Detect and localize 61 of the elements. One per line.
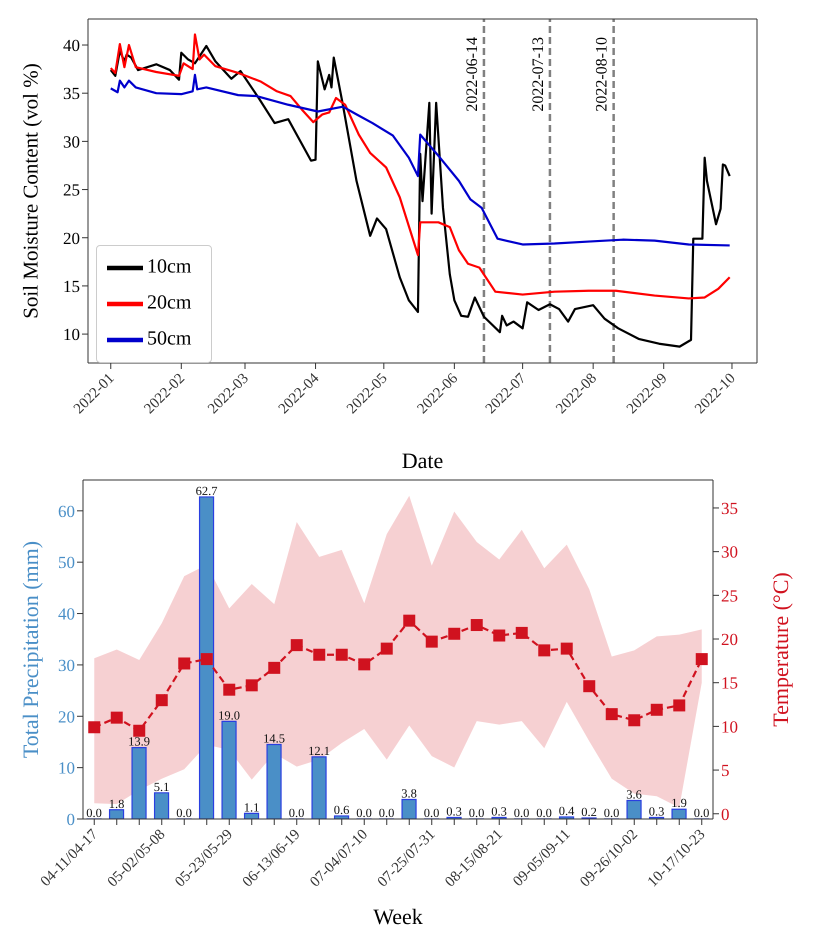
data-label: 19.0 [218,708,240,722]
data-label: 0.6 [334,802,350,817]
data-label: 14.5 [263,732,285,746]
data-label: 62.7 [196,484,218,498]
y-axis-title: Soil Moisture Content (vol %) [18,63,42,319]
y-tick-label: 60 [58,502,75,521]
ref-line-label: 2022-07-13 [530,37,547,112]
y2-tick-label: 5 [721,761,730,780]
data-label: 12.1 [308,744,330,758]
y-tick-label: 25 [63,180,80,200]
data-label: 0.0 [86,806,102,820]
data-label: 0.0 [694,806,710,820]
y2-tick-label: 0 [721,804,730,824]
y-tick-label: 40 [63,36,80,56]
y-tick-label: 20 [63,228,80,248]
y2-axis-title: Temperature (°C) [768,572,793,727]
y-tick-label: 20 [58,707,75,726]
y2-tick-label: 25 [721,586,738,606]
x-axis-title: Week [373,904,423,929]
y-tick-label: 10 [58,758,75,778]
data-label: 0.0 [378,806,394,820]
data-label: 3.8 [401,786,417,800]
y-tick-label: 0 [66,810,75,830]
data-label: 3.6 [626,788,642,802]
y-tick-label: 10 [63,325,80,344]
y-axis-title: Total Precipitation (mm) [18,540,43,758]
data-label: 0.3 [446,804,462,818]
data-label: 0.0 [288,806,304,820]
legend-label: 50cm [147,328,192,350]
data-label: 0.0 [468,806,484,820]
data-label: 0.0 [176,806,192,820]
data-label: 0.0 [604,806,620,820]
data-label: 1.9 [671,796,687,810]
data-label: 0.0 [536,806,552,820]
data-label: 0.0 [514,806,530,820]
y-tick-label: 50 [58,553,75,572]
y-tick-label: 35 [63,84,80,104]
y2-tick-label: 30 [721,542,738,562]
y2-tick-label: 35 [721,498,738,518]
data-label: 13.9 [128,734,150,749]
data-label: 0.4 [558,804,576,818]
y-tick-label: 30 [63,132,80,152]
ref-line-label: 2022-08-10 [594,37,611,112]
data-label: 0.0 [424,806,440,820]
y2-tick-label: 10 [721,717,738,736]
data-label: 0.3 [648,804,664,818]
y2-tick-label: 15 [721,674,738,693]
data-label: 1.1 [244,800,260,814]
x-axis-title: Date [402,448,444,473]
data-label: 0.0 [356,806,372,820]
data-label: 0.3 [491,804,507,818]
data-label: 5.1 [154,780,170,794]
ref-line-label: 2022-06-14 [464,37,481,112]
y-tick-label: 30 [58,656,75,675]
data-label: 1.8 [108,796,124,811]
data-label: 0.2 [581,804,597,819]
legend-label: 10cm [147,256,192,278]
y2-tick-label: 20 [721,630,738,650]
legend-label: 20cm [147,292,192,314]
y-tick-label: 40 [58,604,75,624]
y-tick-label: 15 [63,276,80,296]
